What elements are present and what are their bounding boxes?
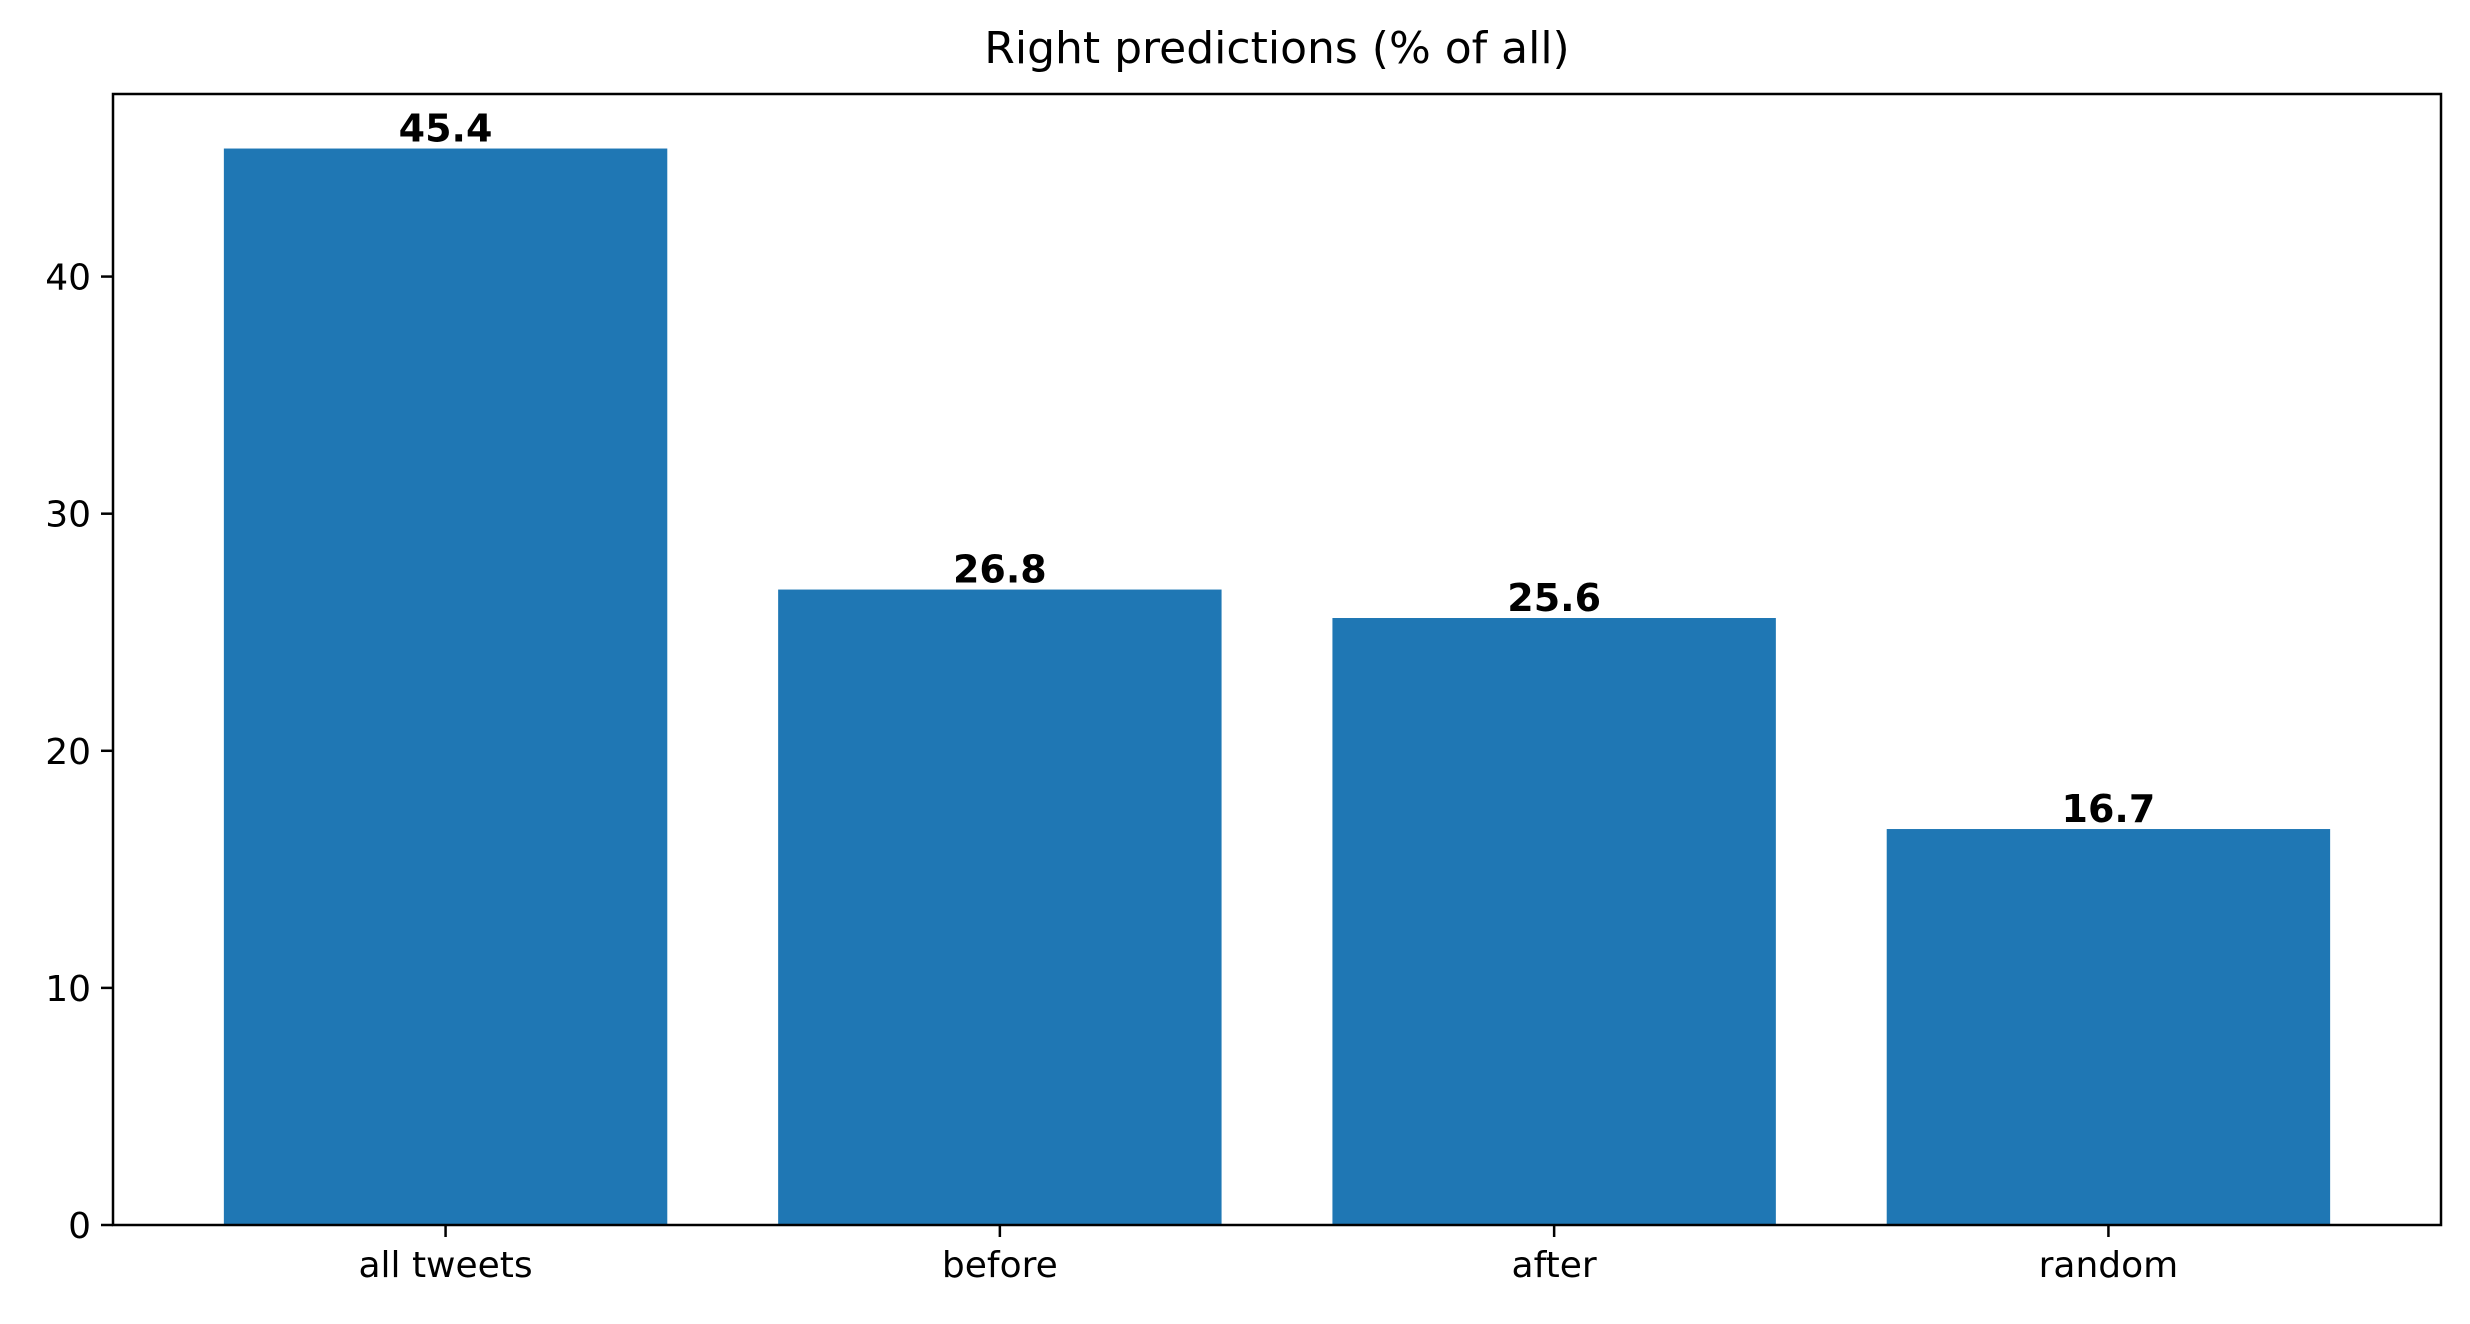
- x-axis: all tweets before after random: [358, 1225, 2178, 1286]
- chart-title: Right predictions (% of all): [984, 23, 1569, 74]
- bar-value-label: 26.8: [953, 548, 1047, 592]
- x-tick-label: random: [2039, 1245, 2179, 1286]
- y-axis: 0 10 20 30 40: [45, 258, 113, 1247]
- bar-before: [778, 589, 1222, 1225]
- x-tick-label: before: [942, 1245, 1058, 1286]
- value-labels-layer: 45.4 26.8 25.6 16.7: [399, 107, 2156, 832]
- x-tick-label: after: [1512, 1245, 1597, 1286]
- bar-value-label: 45.4: [399, 107, 493, 151]
- bar-random: [1886, 829, 2331, 1225]
- y-tick-label: 30: [45, 495, 91, 536]
- y-tick-label: 10: [45, 969, 91, 1010]
- x-tick-label: all tweets: [358, 1245, 532, 1286]
- bar-value-label: 16.7: [2062, 787, 2156, 831]
- bars-layer: [223, 148, 2331, 1225]
- y-tick-label: 0: [68, 1206, 91, 1247]
- bar-after: [1332, 618, 1776, 1225]
- y-tick-label: 20: [45, 732, 91, 773]
- bar-all-tweets: [223, 148, 668, 1225]
- y-tick-label: 40: [45, 258, 91, 299]
- plot-frame: [111, 92, 2443, 1227]
- bar-value-label: 25.6: [1507, 576, 1601, 620]
